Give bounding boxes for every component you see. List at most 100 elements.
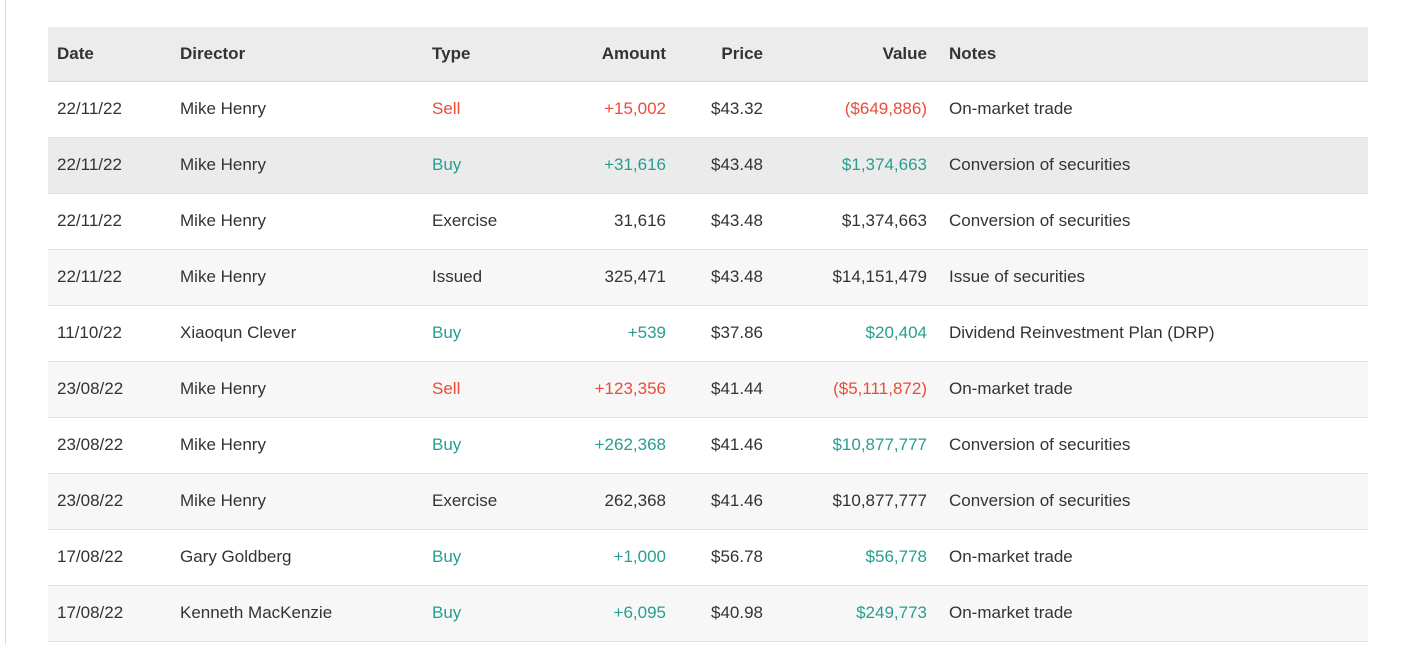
cell-price: $56.78 [674, 529, 771, 586]
cell-type-text: Buy [432, 603, 462, 622]
cell-price-text: $43.48 [711, 155, 763, 174]
cell-notes-text: Conversion of securities [949, 211, 1131, 230]
cell-director: Mike Henry [171, 417, 423, 474]
cell-type-text: Issued [432, 267, 483, 286]
cell-director: Mike Henry [171, 193, 423, 250]
cell-date-text: 22/11/22 [57, 99, 122, 118]
cell-notes: On-market trade [935, 361, 1368, 418]
cell-amount-text: +6,095 [613, 603, 666, 622]
cell-type: Sell [423, 81, 575, 138]
cell-price: $43.48 [674, 137, 771, 194]
column-header-amount: Amount [575, 27, 674, 82]
cell-type-text: Sell [432, 99, 461, 118]
transaction-row[interactable]: 17/08/22 Kenneth MacKenzie Buy +6,095 $40.98… [48, 585, 1368, 642]
cell-director-text: Mike Henry [180, 491, 266, 510]
transaction-row[interactable]: 23/08/22 Mike Henry Sell +123,356 $41.44 ($5,… [48, 361, 1368, 418]
column-header-director: Director [171, 27, 423, 82]
cell-value: ($649,886) [771, 81, 935, 138]
cell-amount: +6,095 [575, 585, 674, 642]
cell-type-text: Exercise [432, 491, 498, 510]
cell-value-text: $1,374,663 [841, 155, 927, 174]
cell-notes-text: On-market trade [949, 379, 1073, 398]
transaction-row[interactable]: 22/11/22 Mike Henry Issued 325,471 $43.48 $14… [48, 249, 1368, 306]
cell-notes: Conversion of securities [935, 137, 1368, 194]
cell-amount: +123,356 [575, 361, 674, 418]
cell-director: Xiaoqun Clever [171, 305, 423, 362]
column-header-notes: Notes [935, 27, 1368, 82]
column-header-date: Date [48, 27, 171, 82]
cell-value: $14,151,479 [771, 249, 935, 306]
transaction-row[interactable]: 17/08/22 Gary Goldberg Buy +1,000 $56.78 $56,… [48, 529, 1368, 586]
cell-notes: Conversion of securities [935, 417, 1368, 474]
cell-notes-text: On-market trade [949, 547, 1073, 566]
cell-director: Gary Goldberg [171, 529, 423, 586]
cell-price-text: $43.32 [711, 99, 763, 118]
cell-value-text: $249,773 [856, 603, 927, 622]
cell-price: $43.32 [674, 81, 771, 138]
cell-director-text: Gary Goldberg [180, 547, 292, 566]
cell-date-text: 11/10/22 [57, 323, 122, 342]
cell-date: 23/08/22 [48, 417, 171, 474]
cell-value: $249,773 [771, 585, 935, 642]
transaction-row[interactable]: 22/11/22 Mike Henry Exercise 31,616 $43.48 $1… [48, 193, 1368, 250]
cell-date: 17/08/22 [48, 529, 171, 586]
transaction-row[interactable]: 23/08/22 Mike Henry Buy +262,368 $41.46 $10,8… [48, 417, 1368, 474]
cell-amount-text: +262,368 [594, 435, 666, 454]
cell-date-text: 23/08/22 [57, 435, 124, 454]
cell-notes-text: Conversion of securities [949, 435, 1131, 454]
cell-notes: On-market trade [935, 585, 1368, 642]
transaction-row[interactable]: 23/08/22 Mike Henry Exercise 262,368 $41.46 $… [48, 473, 1368, 530]
cell-director: Mike Henry [171, 249, 423, 306]
cell-notes: On-market trade [935, 529, 1368, 586]
cell-date: 22/11/22 [48, 137, 171, 194]
cell-type-text: Buy [432, 435, 462, 454]
cell-amount: +1,000 [575, 529, 674, 586]
cell-notes-text: Dividend Reinvestment Plan (DRP) [949, 323, 1215, 342]
cell-type: Buy [423, 417, 575, 474]
cell-amount-text: 325,471 [604, 267, 666, 286]
cell-amount-text: 262,368 [604, 491, 666, 510]
cell-director-text: Mike Henry [180, 155, 266, 174]
cell-amount-text: 31,616 [614, 211, 666, 230]
cell-director-text: Mike Henry [180, 267, 266, 286]
cell-director-text: Kenneth MacKenzie [180, 603, 333, 622]
cell-director-text: Xiaoqun Clever [180, 323, 297, 342]
cell-value-text: $14,151,479 [832, 267, 927, 286]
transaction-row[interactable]: 22/11/22 Mike Henry Buy +31,616 $43.48 $1,374… [48, 137, 1368, 194]
cell-price: $41.44 [674, 361, 771, 418]
cell-date-text: 17/08/22 [57, 547, 124, 566]
cell-date: 23/08/22 [48, 473, 171, 530]
table-body: 22/11/22 Mike Henry Sell +15,002 $43.32 ($649… [48, 81, 1368, 642]
table-header: Date Director Type Amount Price Value Notes [48, 27, 1368, 82]
cell-notes-text: Issue of securities [949, 267, 1086, 286]
cell-date-text: 23/08/22 [57, 379, 124, 398]
cell-amount: 31,616 [575, 193, 674, 250]
cell-date: 22/11/22 [48, 81, 171, 138]
cell-price: $43.48 [674, 249, 771, 306]
transaction-row[interactable]: 11/10/22 Xiaoqun Clever Buy +539 $37.86 $20,4… [48, 305, 1368, 362]
cell-notes: Conversion of securities [935, 193, 1368, 250]
director-transactions-section: Date Director Type Amount Price Value Notes 22… [48, 27, 1368, 642]
column-header-price: Price [674, 27, 771, 82]
cell-value: $1,374,663 [771, 193, 935, 250]
cell-notes-text: On-market trade [949, 603, 1073, 622]
cell-amount: +539 [575, 305, 674, 362]
cell-notes: Dividend Reinvestment Plan (DRP) [935, 305, 1368, 362]
cell-notes-text: On-market trade [949, 99, 1073, 118]
transaction-row[interactable]: 22/11/22 Mike Henry Sell +15,002 $43.32 ($649… [48, 81, 1368, 138]
cell-type: Exercise [423, 473, 575, 530]
cell-type: Buy [423, 305, 575, 362]
cell-price-text: $40.98 [711, 603, 763, 622]
cell-value-text: ($5,111,872) [833, 379, 927, 398]
cell-date: 17/08/22 [48, 585, 171, 642]
cell-amount-text: +123,356 [594, 379, 666, 398]
cell-value-text: ($649,886) [844, 99, 927, 118]
cell-type-text: Sell [432, 379, 461, 398]
cell-director: Mike Henry [171, 81, 423, 138]
cell-date: 22/11/22 [48, 249, 171, 306]
column-header-value: Value [771, 27, 935, 82]
cell-price-text: $37.86 [711, 323, 763, 342]
cell-type: Buy [423, 585, 575, 642]
cell-price-text: $43.48 [711, 211, 763, 230]
cell-date-text: 22/11/22 [57, 211, 122, 230]
